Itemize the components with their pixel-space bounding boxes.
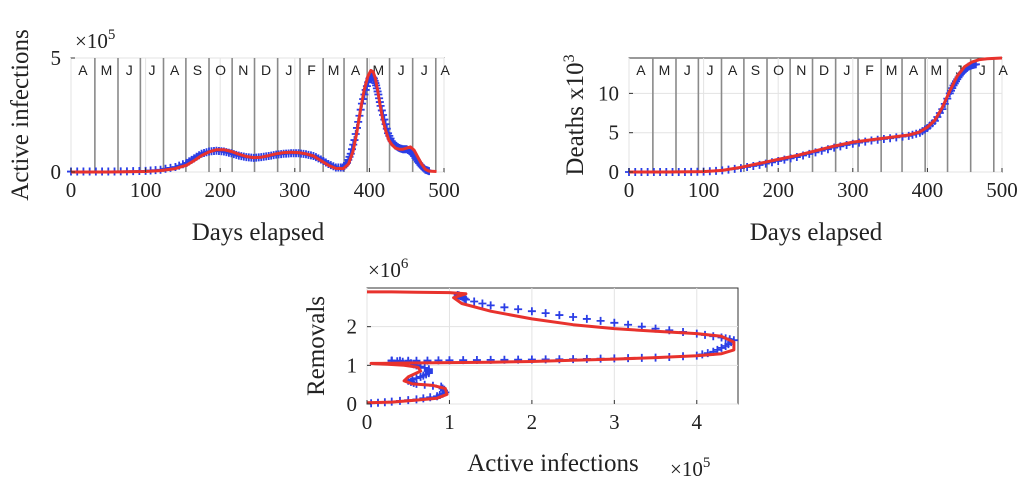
month-label: F [307,62,316,78]
y-tick-label: 0 [51,160,62,184]
y-tick-label: 0 [347,392,358,416]
month-label: A [636,62,646,78]
y-axis-title: Active infections [7,29,34,200]
month-label: J [684,62,691,78]
y-multiplier-label: ×106 [368,256,409,282]
y-tick-label: 0 [609,160,620,184]
x-tick-label: 2 [527,410,538,434]
series-line-model [629,56,1003,174]
x-tick-label: 400 [354,178,386,202]
phase-panel: 0 1 2 3 4 0 1 2 ×106 Removals Active infections… [303,256,739,481]
month-label: J [843,62,850,78]
data-point-data [486,301,495,310]
x-tick-label: 500 [428,178,460,202]
x-tick-label: 200 [762,178,794,202]
month-label: D [819,62,829,78]
x-tick-label: 500 [986,178,1018,202]
plot-area [366,287,739,405]
data-point-data [527,307,536,316]
x-tick-label: 400 [912,178,944,202]
data-point-data [624,320,633,329]
month-label: M [886,62,898,78]
data-point-data [420,363,429,372]
x-tick-label: 100 [130,178,162,202]
x-tick-label: 300 [837,178,869,202]
month-label: M [373,62,385,78]
y-axis-title: Removals [303,296,330,396]
data-point-data [610,318,619,327]
y-tick-label: 10 [598,81,619,105]
month-label: J [285,62,292,78]
month-label: O [215,62,226,78]
x-tick-label: 1 [444,410,455,434]
month-label: A [440,62,450,78]
x-tick-label: 0 [624,178,635,202]
series-line-model [71,69,437,174]
month-label: M [659,62,671,78]
month-label: A [728,62,738,78]
data-point-data [412,374,421,383]
month-label: M [328,62,340,78]
month-label: S [751,62,760,78]
data-point-data [717,343,726,352]
month-label: M [101,62,113,78]
month-label: J [421,62,428,78]
x-tick-label: 200 [204,178,236,202]
data-point-data [514,305,523,314]
y-tick-label: 1 [347,353,358,377]
month-label: A [78,62,88,78]
month-label: J [979,62,986,78]
x-tick-label: 0 [362,410,373,434]
month-label: A [998,62,1008,78]
data-point-data [478,299,487,308]
month-label: J [956,62,963,78]
month-label: N [796,62,806,78]
data-point-data [424,365,433,374]
data-point-data [408,375,417,384]
y-tick-label: 5 [51,46,62,70]
month-label: A [351,62,361,78]
month-label: A [909,62,919,78]
x-axis-title: Active infections [467,450,638,477]
x-tick-label: 300 [279,178,311,202]
data-point-data [596,316,605,325]
month-label: F [865,62,874,78]
data-point-data [555,311,564,320]
month-label: J [398,62,405,78]
x-tick-label: 4 [692,410,703,434]
month-label: N [238,62,248,78]
month-label: J [126,62,133,78]
month-label: M [931,62,943,78]
month-label: O [773,62,784,78]
x-tick-label: 3 [609,410,620,434]
month-label: A [170,62,180,78]
x-tick-label: 0 [66,178,77,202]
y-axis-title: Deaths x103 [561,54,589,175]
x-tick-label: 100 [688,178,720,202]
month-label: D [261,62,271,78]
y-tick-label: 5 [609,121,620,145]
data-point-data [541,309,550,318]
data-point-data [569,313,578,321]
y-multiplier-label: ×105 [75,27,115,53]
x-axis-title: Days elapsed [750,219,883,246]
month-label: J [148,62,155,78]
x-axis-title: Days elapsed [192,219,325,246]
data-point-data [582,314,591,323]
data-point-data [470,297,479,306]
data-point-data [500,303,509,312]
y-tick-label: 2 [347,315,358,339]
x-multiplier-label: ×105 [670,455,710,481]
series-line-model [366,290,736,405]
month-label: S [193,62,202,78]
month-label: J [706,62,713,78]
